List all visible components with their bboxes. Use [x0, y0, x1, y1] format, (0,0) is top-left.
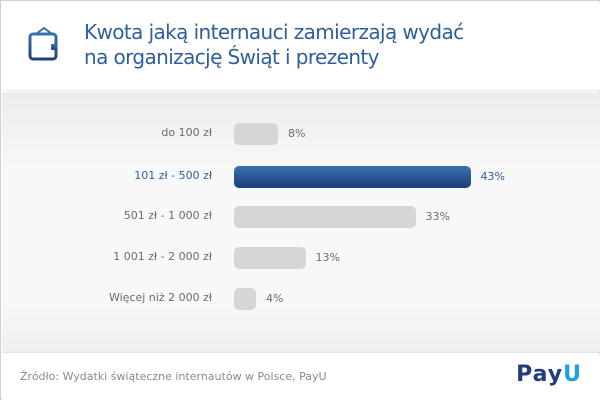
- bar-row: 1 001 zł - 2 000 zł 13%: [2, 247, 600, 269]
- bar: [234, 288, 256, 310]
- chart-area: do 100 zł 8% 101 zł - 500 zł 43% 501 zł - 1 …: [2, 92, 600, 353]
- value-label: 43%: [480, 170, 505, 183]
- bar-row: Więcej niż 2 000 zł 4%: [2, 288, 600, 310]
- bar-row: 501 zł - 1 000 zł 33%: [2, 206, 600, 228]
- logo-main: Pay: [516, 362, 564, 387]
- value-label: 33%: [425, 210, 450, 223]
- bar-row: do 100 zł 8%: [2, 123, 600, 145]
- payu-logo: PayU: [516, 362, 582, 387]
- category-label: 1 001 zł - 2 000 zł: [113, 250, 212, 263]
- logo-accent: U: [563, 362, 582, 387]
- header: Kwota jaką internauci zamierzają wydać n…: [2, 2, 600, 91]
- category-label: 101 zł - 500 zł: [134, 169, 212, 182]
- value-label: 4%: [266, 292, 284, 305]
- bar: [234, 166, 471, 188]
- footer: Źródło: Wydatki świąteczne internautów w…: [2, 354, 600, 400]
- title-line-1: Kwota jaką internauci zamierzają wydać: [84, 20, 464, 44]
- chart-title: Kwota jaką internauci zamierzają wydać n…: [84, 20, 464, 70]
- bar: [234, 247, 306, 269]
- category-label: do 100 zł: [161, 126, 212, 139]
- bar: [234, 123, 278, 145]
- source-note: Źródło: Wydatki świąteczne internautów w…: [20, 370, 327, 383]
- category-label: Więcej niż 2 000 zł: [108, 291, 212, 304]
- title-line-2: na organizację Świąt i prezenty: [84, 45, 379, 69]
- bar: [234, 206, 416, 228]
- bar-row: 101 zł - 500 zł 43%: [2, 166, 600, 188]
- value-label: 8%: [288, 127, 306, 140]
- value-label: 13%: [315, 251, 340, 264]
- wallet-icon: [28, 26, 58, 61]
- category-label: 501 zł - 1 000 zł: [123, 209, 212, 222]
